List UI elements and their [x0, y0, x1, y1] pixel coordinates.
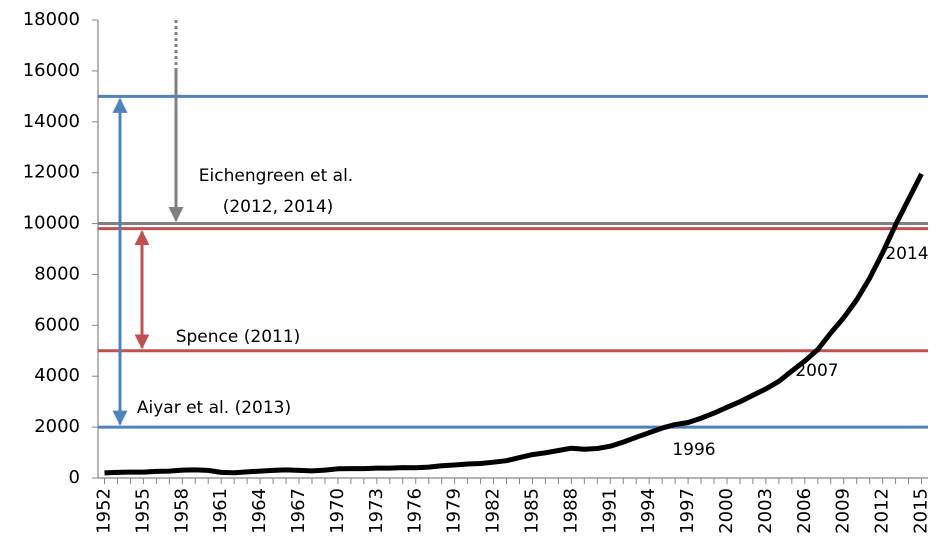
x-tick-label: 2000 — [716, 488, 737, 534]
annotation: (2012, 2014) — [223, 197, 334, 217]
plot: 0 2000 4000 6000 8000 10000 12000 14000 16000 180… — [23, 9, 932, 534]
annotation: Aiyar et al. (2013) — [137, 398, 291, 418]
y-tick-label: 12000 — [23, 162, 80, 183]
x-tick-label: 1982 — [483, 488, 504, 534]
x-tick-label: 2012 — [872, 488, 893, 534]
x-tick-label: 1970 — [327, 488, 348, 534]
data-line — [104, 172, 924, 476]
y-tick-label: 2000 — [34, 416, 80, 437]
y-tick-label: 10000 — [23, 213, 80, 234]
x-tick-label: 1967 — [288, 488, 309, 534]
x-tick-label: 1964 — [249, 488, 270, 534]
y-tick-label: 14000 — [23, 111, 80, 132]
y-tick-label: 0 — [69, 467, 80, 488]
annotation: Eichengreen et al. — [199, 166, 353, 186]
y-tick-label: 4000 — [34, 365, 80, 386]
x-tick-label: 1958 — [171, 488, 192, 534]
x-tick-label: 1973 — [366, 488, 387, 534]
x-tick-label: 1976 — [405, 488, 426, 534]
x-tick-label: 1994 — [638, 488, 659, 534]
x-tick-label: 1955 — [132, 488, 153, 534]
x-tick-label: 2006 — [794, 488, 815, 534]
x-tick-label: 1985 — [521, 488, 542, 534]
x-tick-label: 1991 — [599, 488, 620, 534]
y-tick-label: 6000 — [34, 314, 80, 335]
x-tick-label: 2009 — [833, 488, 854, 534]
y-tick-label: 8000 — [34, 263, 80, 284]
y-tick-label: 16000 — [23, 60, 80, 81]
x-tick-label: 1952 — [93, 488, 114, 534]
annotation: 2007 — [795, 361, 838, 381]
x-tick-label: 2015 — [911, 488, 932, 534]
x-tick-label: 1961 — [210, 488, 231, 534]
annotation: 2014 — [885, 244, 928, 264]
x-tick-label: 1979 — [444, 488, 465, 534]
annotation: 1996 — [672, 440, 715, 460]
x-tick-label: 1997 — [677, 488, 698, 534]
annotation: Spence (2011) — [176, 327, 301, 347]
y-tick-label: 18000 — [23, 9, 80, 30]
x-tick-label: 1988 — [560, 488, 581, 534]
x-tick-label: 2003 — [755, 488, 776, 534]
